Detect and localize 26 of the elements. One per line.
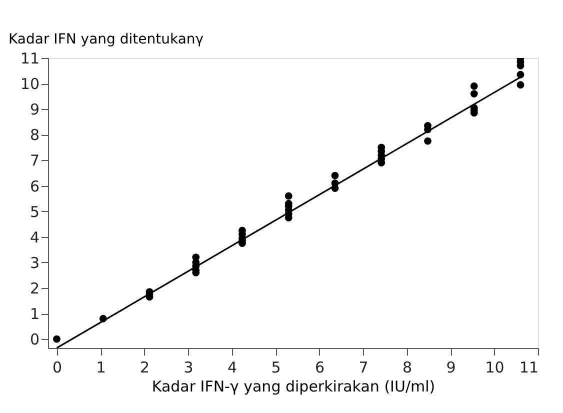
x-axis-title: Kadar IFN-γ yang diperkirakan (IU/ml) [152,378,436,396]
x-tick-label: 8 [402,358,412,376]
y-tick-label: 7 [30,152,40,170]
x-tick-label: 4 [227,358,238,376]
x-tick-label: 11 [519,358,538,376]
y-tick-label: 6 [30,177,40,196]
y-tick-label: 5 [30,202,40,221]
y-tick-label: 2 [30,279,40,298]
x-tick-label: 5 [271,358,281,376]
y-tick-label: 11 [20,50,40,68]
x-tick-label: 1 [96,358,106,376]
x-tick-label: 0 [52,358,62,376]
y-tick-label: 8 [30,126,40,144]
x-tick-label: 3 [184,358,194,376]
x-tick-label: 6 [314,358,325,376]
y-tick-label: 10 [20,75,40,94]
x-tick-label: 2 [140,358,150,376]
y-tick-label: 1 [30,305,40,324]
x-tick-label: 10 [485,358,504,376]
y-tick-label: 3 [30,254,40,272]
y-tick-label: 9 [30,100,40,119]
x-tick-label: 9 [446,358,456,376]
y-tick-label: 0 [30,330,40,349]
x-tick-label: 7 [358,358,368,376]
y-axis-title: Kadar IFN yang ditentukanγ [8,32,204,48]
y-tick-label: 4 [30,228,40,246]
